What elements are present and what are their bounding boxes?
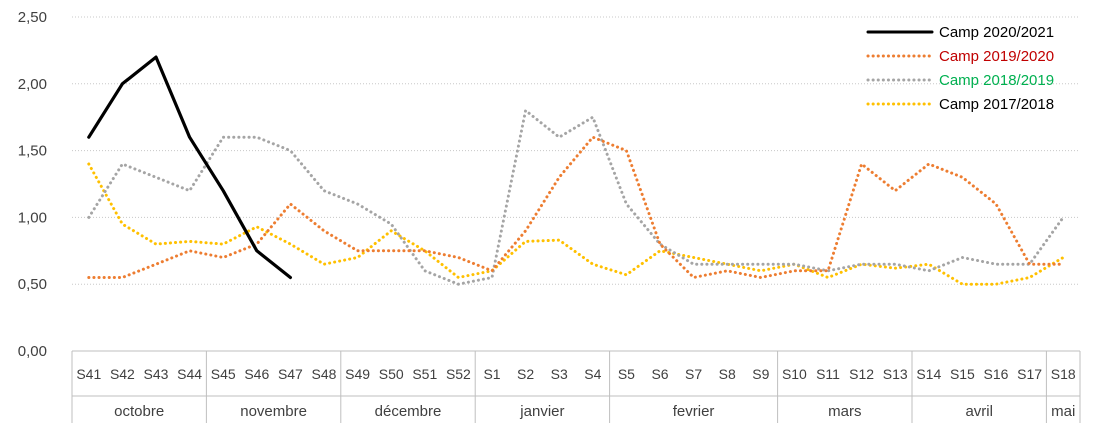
series-line bbox=[87, 109, 1065, 286]
x-tick-label: S17 bbox=[1017, 366, 1042, 382]
x-tick-label: S14 bbox=[916, 366, 941, 382]
y-axis: 0,00 0,50 1,00 1,50 2,00 2,50 bbox=[18, 9, 47, 360]
x-tick-label: S49 bbox=[345, 366, 370, 382]
month-label: avril bbox=[965, 403, 993, 420]
x-tick-label: S15 bbox=[950, 366, 975, 382]
month-label: mars bbox=[828, 403, 861, 420]
legend-label: Camp 2018/2019 bbox=[939, 72, 1054, 89]
x-tick-label: S12 bbox=[849, 366, 874, 382]
series-line bbox=[87, 135, 1065, 279]
x-tick-label: S51 bbox=[412, 366, 437, 382]
legend: Camp 2020/2021 Camp 2019/2020 Camp 2018/20… bbox=[866, 24, 1054, 113]
x-tick-label: S1 bbox=[483, 366, 500, 382]
x-tick-label: S45 bbox=[211, 366, 236, 382]
x-tick-label: S10 bbox=[782, 366, 807, 382]
x-tick-label: S16 bbox=[984, 366, 1009, 382]
y-tick-label: 1,00 bbox=[18, 209, 47, 226]
x-axis: S41 S42 S43 S44 S45 S46 S47 S48 S49 S50 S51 S52 S1 S2… bbox=[71, 350, 1081, 423]
x-tick-label: S52 bbox=[446, 366, 471, 382]
month-label: fevrier bbox=[673, 403, 715, 420]
x-tick-label: S11 bbox=[816, 366, 840, 382]
x-tick-label: S4 bbox=[584, 366, 601, 382]
x-tick-label: S6 bbox=[651, 366, 668, 382]
gridlines bbox=[72, 16, 1080, 285]
x-tick-label: S44 bbox=[177, 366, 202, 382]
month-label: novembre bbox=[240, 403, 307, 420]
month-label: décembre bbox=[375, 403, 442, 420]
x-tick-label: S7 bbox=[685, 366, 702, 382]
legend-label: Camp 2020/2021 bbox=[939, 24, 1054, 41]
x-tick-label: S13 bbox=[883, 366, 908, 382]
x-tick-label: S42 bbox=[110, 366, 135, 382]
x-tick-label: S3 bbox=[551, 366, 568, 382]
month-label: octobre bbox=[114, 403, 164, 420]
month-label: janvier bbox=[519, 403, 564, 420]
legend-label: Camp 2017/2018 bbox=[939, 96, 1054, 113]
series-line bbox=[87, 162, 1065, 286]
series-line bbox=[87, 55, 292, 280]
x-tick-label: S5 bbox=[618, 366, 635, 382]
x-tick-label: S43 bbox=[144, 366, 169, 382]
series-lines bbox=[87, 55, 1065, 286]
month-label: mai bbox=[1051, 403, 1075, 420]
x-tick-label: S47 bbox=[278, 366, 303, 382]
x-tick-label: S2 bbox=[517, 366, 534, 382]
x-tick-label: S41 bbox=[76, 366, 101, 382]
y-tick-label: 2,00 bbox=[18, 76, 47, 93]
y-tick-label: 0,00 bbox=[18, 343, 47, 360]
x-tick-label: S46 bbox=[244, 366, 269, 382]
x-tick-label: S48 bbox=[312, 366, 337, 382]
y-tick-label: 2,50 bbox=[18, 9, 47, 26]
y-tick-label: 0,50 bbox=[18, 276, 47, 293]
y-tick-label: 1,50 bbox=[18, 143, 47, 160]
x-tick-label: S8 bbox=[719, 366, 736, 382]
x-tick-label: S9 bbox=[752, 366, 769, 382]
x-tick-label: S50 bbox=[379, 366, 404, 382]
x-tick-label: S18 bbox=[1051, 366, 1076, 382]
legend-label: Camp 2019/2020 bbox=[939, 48, 1054, 65]
